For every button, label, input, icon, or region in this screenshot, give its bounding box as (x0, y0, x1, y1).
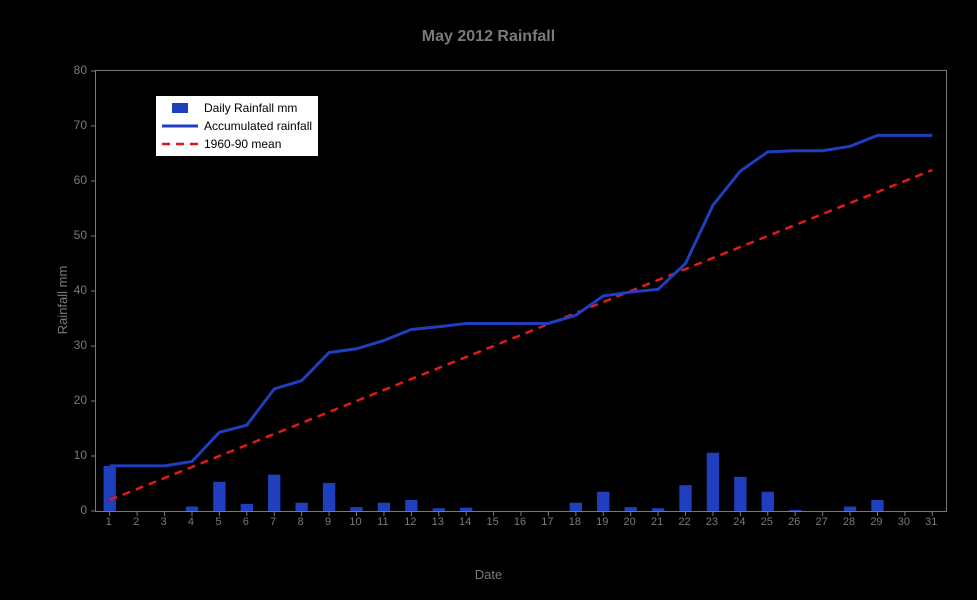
xtick-4: 4 (188, 516, 194, 528)
bar-day-8 (295, 503, 307, 511)
xtick-7: 7 (270, 516, 276, 528)
bar-day-6 (241, 504, 253, 511)
bar-day-7 (268, 475, 280, 511)
bar-day-19 (597, 492, 609, 511)
ytick-20: 20 (74, 393, 87, 407)
legend-swatch-line (162, 119, 198, 133)
xtick-22: 22 (678, 516, 690, 528)
ytick-70: 70 (74, 118, 87, 132)
bar-day-14 (460, 508, 472, 511)
bar-day-24 (734, 477, 746, 511)
xtick-21: 21 (651, 516, 663, 528)
legend-swatch-dash (162, 137, 198, 151)
accumulated-line (110, 135, 933, 466)
bar-day-13 (433, 508, 445, 511)
ytick-80: 80 (74, 63, 87, 77)
bar-day-29 (871, 500, 883, 511)
legend-label-bars: Daily Rainfall mm (204, 101, 297, 115)
mean-line (110, 170, 933, 500)
xtick-28: 28 (843, 516, 855, 528)
xtick-19: 19 (596, 516, 608, 528)
legend-label-accum: Accumulated rainfall (204, 119, 312, 133)
bar-day-1 (104, 466, 116, 511)
xtick-31: 31 (925, 516, 937, 528)
xtick-29: 29 (870, 516, 882, 528)
bar-day-18 (570, 503, 582, 511)
xtick-30: 30 (898, 516, 910, 528)
bar-day-12 (405, 500, 417, 511)
bar-day-26 (789, 510, 801, 511)
xtick-8: 8 (298, 516, 304, 528)
y-axis-label: Rainfall mm (55, 266, 70, 335)
bar-day-23 (707, 453, 719, 511)
ytick-40: 40 (74, 283, 87, 297)
xtick-16: 16 (514, 516, 526, 528)
bar-day-22 (679, 485, 691, 511)
xtick-14: 14 (459, 516, 471, 528)
xtick-18: 18 (569, 516, 581, 528)
xtick-17: 17 (541, 516, 553, 528)
bar-day-21 (652, 508, 664, 511)
legend-item-accum: Accumulated rainfall (162, 117, 312, 135)
bar-day-4 (186, 507, 198, 511)
bar-day-28 (844, 507, 856, 511)
xtick-5: 5 (215, 516, 221, 528)
legend-swatch-bar (162, 101, 198, 115)
xtick-24: 24 (733, 516, 745, 528)
xtick-9: 9 (325, 516, 331, 528)
xtick-13: 13 (432, 516, 444, 528)
xtick-12: 12 (404, 516, 416, 528)
bar-day-20 (625, 507, 637, 511)
xtick-1: 1 (106, 516, 112, 528)
bar-day-11 (378, 503, 390, 511)
x-axis-label: Date (0, 567, 977, 582)
xtick-26: 26 (788, 516, 800, 528)
ytick-0: 0 (80, 503, 87, 517)
bar-day-9 (323, 483, 335, 511)
ytick-60: 60 (74, 173, 87, 187)
xtick-27: 27 (815, 516, 827, 528)
bar-day-5 (213, 482, 225, 511)
xtick-6: 6 (243, 516, 249, 528)
rainfall-chart: May 2012 Rainfall Rainfall mm Date 0 10 20… (0, 0, 977, 600)
legend-item-bars: Daily Rainfall mm (162, 99, 312, 117)
xtick-15: 15 (486, 516, 498, 528)
xtick-25: 25 (761, 516, 773, 528)
ytick-50: 50 (74, 228, 87, 242)
legend-label-mean: 1960-90 mean (204, 137, 281, 151)
xtick-3: 3 (160, 516, 166, 528)
bar-day-25 (762, 492, 774, 511)
xtick-20: 20 (624, 516, 636, 528)
xtick-11: 11 (377, 516, 388, 528)
xtick-10: 10 (349, 516, 361, 528)
chart-title: May 2012 Rainfall (0, 28, 977, 46)
legend-item-mean: 1960-90 mean (162, 135, 312, 153)
ytick-10: 10 (74, 448, 87, 462)
xtick-23: 23 (706, 516, 718, 528)
legend: Daily Rainfall mm Accumulated rainfall 1… (155, 95, 319, 157)
ytick-30: 30 (74, 338, 87, 352)
bar-day-10 (350, 507, 362, 511)
xtick-2: 2 (133, 516, 139, 528)
